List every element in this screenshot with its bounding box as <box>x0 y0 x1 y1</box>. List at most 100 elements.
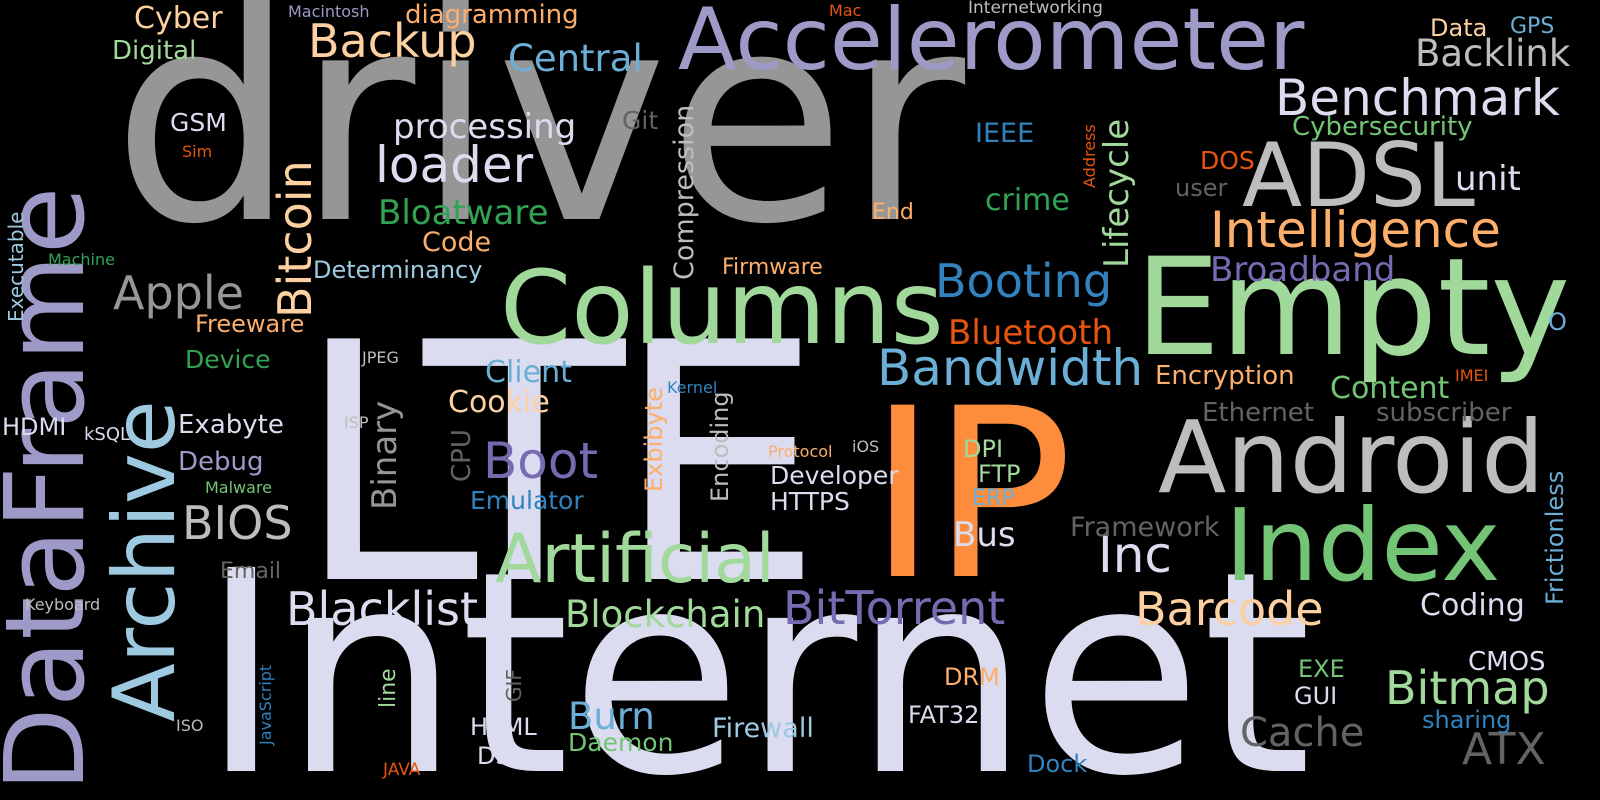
word-gsm: GSM <box>170 108 227 137</box>
word-digital: Digital <box>112 36 197 66</box>
word-emulator: Emulator <box>470 486 584 515</box>
word-backup: Backup <box>308 14 477 68</box>
word-ieee: IEEE <box>975 118 1035 149</box>
word-accelerometer: Accelerometer <box>678 0 1305 90</box>
word-frictionless: Frictionless <box>1541 470 1569 605</box>
word-cybersecurity: Cybersecurity <box>1292 112 1473 142</box>
word-diagramming: diagramming <box>405 0 579 30</box>
word-bandwidth: Bandwidth <box>877 339 1144 397</box>
word-content: Content <box>1330 371 1450 406</box>
word-data: Data <box>1430 14 1488 42</box>
word-cache: Cache <box>1240 710 1365 756</box>
word-columns: Columns <box>500 249 944 368</box>
word-hdmi: HDMI <box>2 413 67 441</box>
word-lte: LTE <box>295 273 823 657</box>
word-index: Index <box>1225 487 1501 604</box>
word-cpu: CPU <box>447 429 477 482</box>
word-sharing: sharing <box>1422 706 1512 734</box>
word-java: JAVA <box>383 760 421 780</box>
word-bitcoin: Bitcoin <box>268 160 322 318</box>
word-cyber: Cyber <box>134 1 223 36</box>
word-internetworking: Internetworking <box>968 0 1103 18</box>
word-encoding: Encoding <box>706 391 734 502</box>
word-machine: Machine <box>48 250 115 269</box>
word-isp: ISP <box>344 413 369 432</box>
word-internet: Internet <box>200 512 1312 800</box>
word-atx: ATX <box>1462 724 1546 775</box>
word-lifecycle: Lifecycle <box>1097 118 1137 268</box>
word-intelligence: Intelligence <box>1210 201 1501 259</box>
word-bitmap: Bitmap <box>1385 661 1550 715</box>
word-loader: loader <box>375 136 534 194</box>
word-bus: Bus <box>953 515 1016 555</box>
word-ip: IP <box>868 359 1073 632</box>
word-ftp: FTP <box>978 460 1021 488</box>
word-unit: unit <box>1455 159 1521 199</box>
word-apple: Apple <box>113 266 244 320</box>
word-compression: Compression <box>669 104 700 280</box>
word-kernel: Kernel <box>667 378 718 397</box>
word-bios: BIOS <box>182 496 293 550</box>
word-ethernet: Ethernet <box>1202 398 1314 428</box>
word-dpi: DPI <box>963 435 1004 463</box>
word-debug: Debug <box>178 447 264 477</box>
word-code: Code <box>422 227 492 258</box>
word-exbibyte: Exbibyte <box>640 387 668 492</box>
word-blacklist: Blacklist <box>286 582 479 636</box>
word-broadband: Broadband <box>1210 250 1396 290</box>
word-gps: GPS <box>1510 14 1555 39</box>
word-html: HTML <box>470 713 537 741</box>
word-line: line <box>376 668 401 708</box>
word-adsl: ADSL <box>1242 124 1475 227</box>
word-coding: Coding <box>1420 588 1525 623</box>
word-artificial: Artificial <box>495 520 775 599</box>
word-blockchain: Blockchain <box>565 593 766 636</box>
word-address: Address <box>1080 124 1099 188</box>
word-git: Git <box>622 106 659 135</box>
word-processing: processing <box>393 107 577 147</box>
word-booting: Booting <box>935 254 1113 308</box>
word-keyboard: Keyboard <box>25 595 101 614</box>
word-cookie: Cookie <box>448 385 550 420</box>
word-firewall: Firewall <box>712 713 814 744</box>
word-jpeg: JPEG <box>362 348 399 367</box>
word-determinancy: Determinancy <box>313 256 483 284</box>
word-macintosh: Macintosh <box>288 2 370 21</box>
word-ksql: kSQL <box>84 424 131 445</box>
word-barcode: Barcode <box>1135 582 1324 636</box>
word-dos: DOS <box>1200 146 1255 175</box>
word-sim: Sim <box>182 142 213 161</box>
word-gui: GUI <box>1294 682 1338 710</box>
word-iso: ISO <box>176 716 204 735</box>
word-erp: ERP <box>972 486 1015 511</box>
word-developer: Developer <box>770 461 899 490</box>
word-exabyte: Exabyte <box>178 410 284 440</box>
word-device: Device <box>185 345 271 374</box>
word-gif: GIF <box>502 669 526 702</box>
word-bittorrent: BitTorrent <box>783 581 1006 635</box>
word-executable: Executable <box>4 211 28 323</box>
word-inc: Inc <box>1098 526 1172 584</box>
word-archive: Archive <box>95 400 195 722</box>
word-subscriber: subscriber <box>1376 398 1512 428</box>
word-exe: EXE <box>1298 655 1345 683</box>
word-imei: IMEI <box>1455 366 1489 385</box>
word-cmos: CMOS <box>1468 647 1546 677</box>
word-ios: iOS <box>852 437 880 456</box>
word-encryption: Encryption <box>1155 361 1295 391</box>
word-malware: Malware <box>205 478 273 497</box>
word-firmware: Firmware <box>722 255 823 280</box>
word-dsl: DSL <box>477 742 525 770</box>
word-driver: driver <box>112 0 966 288</box>
word-benchmark: Benchmark <box>1275 69 1560 127</box>
word-mac: Mac <box>829 1 862 20</box>
word-burn: Burn <box>568 695 655 738</box>
word-user: user <box>1175 174 1228 202</box>
word-o: O <box>1548 308 1567 336</box>
word-binary: Binary <box>365 400 405 510</box>
word-daemon: Daemon <box>568 728 674 757</box>
word-https: HTTPS <box>770 487 850 516</box>
word-backlink: Backlink <box>1415 32 1571 75</box>
word-empty: Empty <box>1135 229 1571 386</box>
